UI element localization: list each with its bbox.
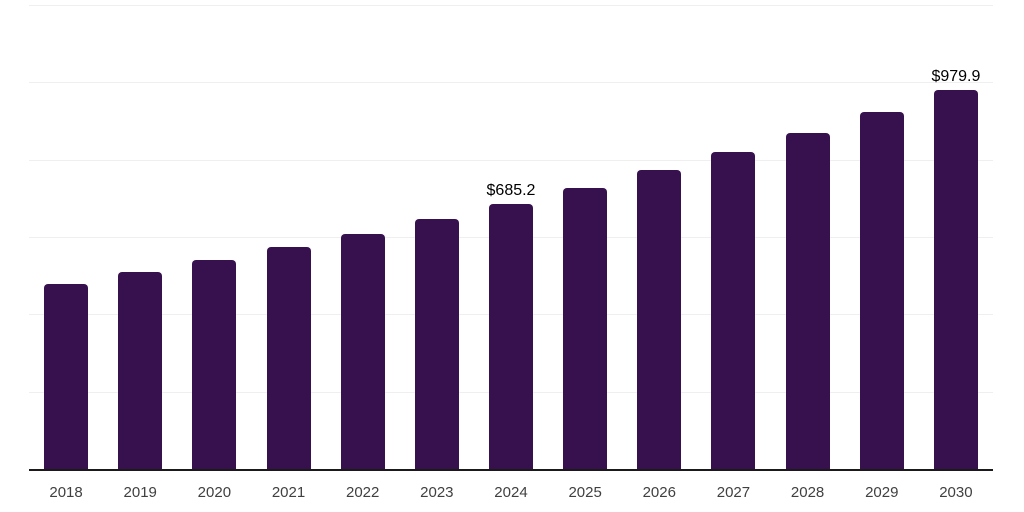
bar-2030[interactable] bbox=[933, 90, 978, 469]
x-tick-label-2019: 2019 bbox=[123, 484, 157, 501]
bar-2026[interactable] bbox=[637, 170, 682, 469]
x-tick-label-2027: 2027 bbox=[716, 484, 751, 501]
x-tick-label-2026: 2026 bbox=[642, 484, 676, 501]
bar-2027[interactable] bbox=[711, 152, 756, 469]
data-label-2030: $979.9 bbox=[931, 68, 981, 86]
x-tick-label-2020: 2020 bbox=[197, 484, 232, 501]
bar-2018[interactable] bbox=[44, 283, 89, 469]
bar-2029[interactable] bbox=[859, 112, 904, 469]
x-tick-label-2028: 2028 bbox=[790, 484, 825, 501]
x-tick-label-2024: 2024 bbox=[494, 484, 528, 501]
x-tick-label-2023: 2023 bbox=[420, 484, 454, 501]
x-tick-label-2022: 2022 bbox=[345, 484, 380, 501]
x-axis-line bbox=[29, 469, 993, 471]
y-gridline bbox=[29, 82, 993, 84]
bar-2024[interactable] bbox=[489, 204, 533, 469]
x-tick-label-2018: 2018 bbox=[49, 484, 83, 501]
y-gridline bbox=[29, 5, 993, 6]
bar-2019[interactable] bbox=[118, 272, 163, 469]
bar-2025[interactable] bbox=[563, 187, 608, 469]
x-tick-label-2030: 2030 bbox=[939, 484, 973, 501]
x-tick-label-2021: 2021 bbox=[271, 484, 306, 501]
x-tick-label-2029: 2029 bbox=[865, 484, 899, 501]
bar-2020[interactable] bbox=[192, 260, 237, 469]
bar-2021[interactable] bbox=[266, 247, 311, 469]
bar-2023[interactable] bbox=[414, 219, 459, 469]
y-gridline bbox=[29, 159, 993, 161]
bar-2022[interactable] bbox=[340, 233, 385, 469]
x-tick-label-2025: 2025 bbox=[568, 484, 602, 501]
data-label-2024: $685.2 bbox=[486, 182, 536, 200]
bar-2028[interactable] bbox=[785, 132, 830, 469]
